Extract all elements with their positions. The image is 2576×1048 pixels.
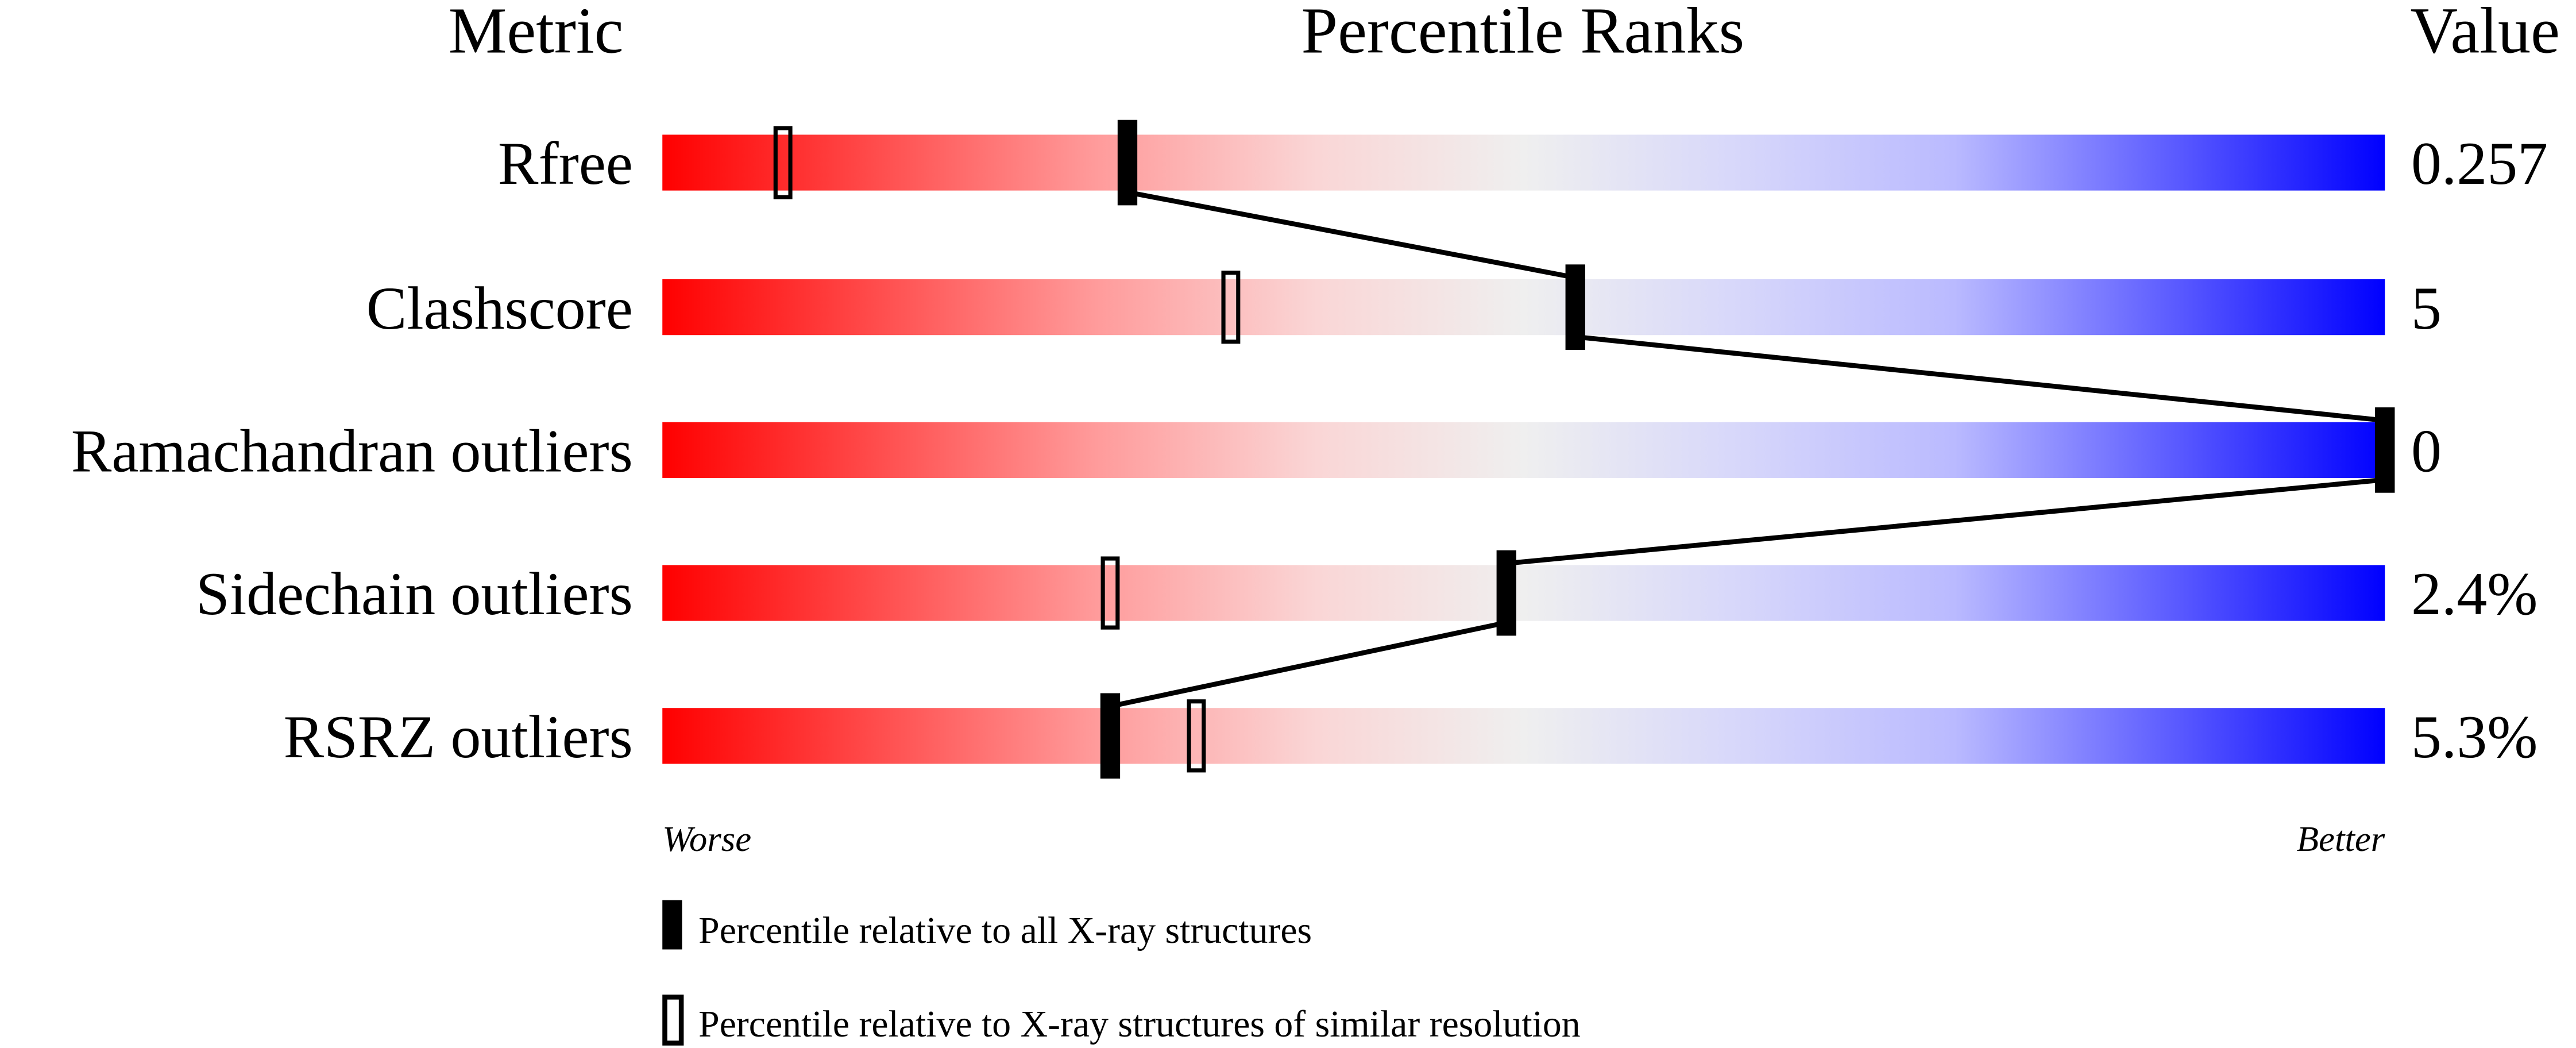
similar-resolution-marker bbox=[1100, 556, 1120, 630]
all-structures-marker bbox=[1496, 550, 1516, 636]
similar-resolution-marker bbox=[1221, 271, 1241, 344]
header-value: Value bbox=[2410, 0, 2559, 67]
legend-open-marker bbox=[662, 995, 684, 1046]
all-structures-marker bbox=[1117, 120, 1138, 206]
metric-label: Rfree bbox=[498, 130, 633, 197]
metric-value: 5.3% bbox=[2411, 703, 2538, 770]
legend-open-label: Percentile relative to X-ray structures … bbox=[698, 1003, 1581, 1045]
percentile-bar bbox=[662, 708, 2385, 764]
all-structures-marker bbox=[2375, 407, 2395, 493]
header-ranks: Percentile Ranks bbox=[1301, 0, 1745, 67]
metric-value: 2.4% bbox=[2411, 560, 2538, 627]
similar-resolution-marker bbox=[773, 126, 793, 199]
metric-value: 0 bbox=[2411, 418, 2442, 485]
metric-label: Clashscore bbox=[366, 275, 633, 342]
percentile-bar bbox=[662, 134, 2385, 191]
better-label: Better bbox=[2297, 819, 2385, 859]
metric-label: Sidechain outliers bbox=[196, 560, 633, 627]
worse-label: Worse bbox=[662, 819, 751, 859]
metric-value: 5 bbox=[2411, 275, 2442, 342]
percentile-bar bbox=[662, 279, 2385, 336]
all-structures-marker bbox=[1100, 693, 1121, 779]
similar-resolution-marker bbox=[1187, 699, 1206, 773]
legend-filled-marker bbox=[662, 900, 682, 950]
connector-line bbox=[1127, 190, 1576, 280]
header-metric: Metric bbox=[449, 0, 624, 67]
percentile-bar bbox=[662, 565, 2385, 621]
metric-value: 0.257 bbox=[2411, 130, 2548, 197]
percentile-bar bbox=[662, 422, 2385, 478]
legend-filled-label: Percentile relative to all X-ray structu… bbox=[698, 910, 1312, 951]
connector-line bbox=[1575, 334, 2385, 423]
connector-line bbox=[1110, 620, 1507, 709]
metric-label: Ramachandran outliers bbox=[71, 418, 633, 485]
connector-line bbox=[1506, 477, 2385, 566]
metric-label: RSRZ outliers bbox=[284, 703, 633, 770]
all-structures-marker bbox=[1565, 264, 1585, 350]
